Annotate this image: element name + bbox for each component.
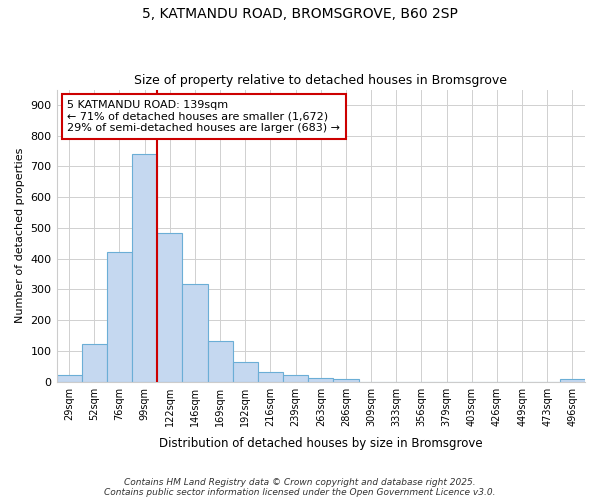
Text: Contains HM Land Registry data © Crown copyright and database right 2025.
Contai: Contains HM Land Registry data © Crown c… — [104, 478, 496, 497]
Text: 5 KATMANDU ROAD: 139sqm
← 71% of detached houses are smaller (1,672)
29% of semi: 5 KATMANDU ROAD: 139sqm ← 71% of detache… — [67, 100, 340, 133]
Bar — [258, 372, 283, 382]
Bar — [82, 344, 107, 382]
Bar — [560, 379, 585, 382]
X-axis label: Distribution of detached houses by size in Bromsgrove: Distribution of detached houses by size … — [159, 437, 482, 450]
Bar — [283, 375, 308, 382]
Title: Size of property relative to detached houses in Bromsgrove: Size of property relative to detached ho… — [134, 74, 507, 87]
Bar — [182, 284, 208, 382]
Bar — [107, 252, 132, 382]
Bar — [157, 233, 182, 382]
Text: 5, KATMANDU ROAD, BROMSGROVE, B60 2SP: 5, KATMANDU ROAD, BROMSGROVE, B60 2SP — [142, 8, 458, 22]
Bar — [334, 379, 359, 382]
Bar — [308, 378, 334, 382]
Bar — [208, 341, 233, 382]
Bar — [56, 375, 82, 382]
Y-axis label: Number of detached properties: Number of detached properties — [15, 148, 25, 324]
Bar — [132, 154, 157, 382]
Bar — [233, 362, 258, 382]
